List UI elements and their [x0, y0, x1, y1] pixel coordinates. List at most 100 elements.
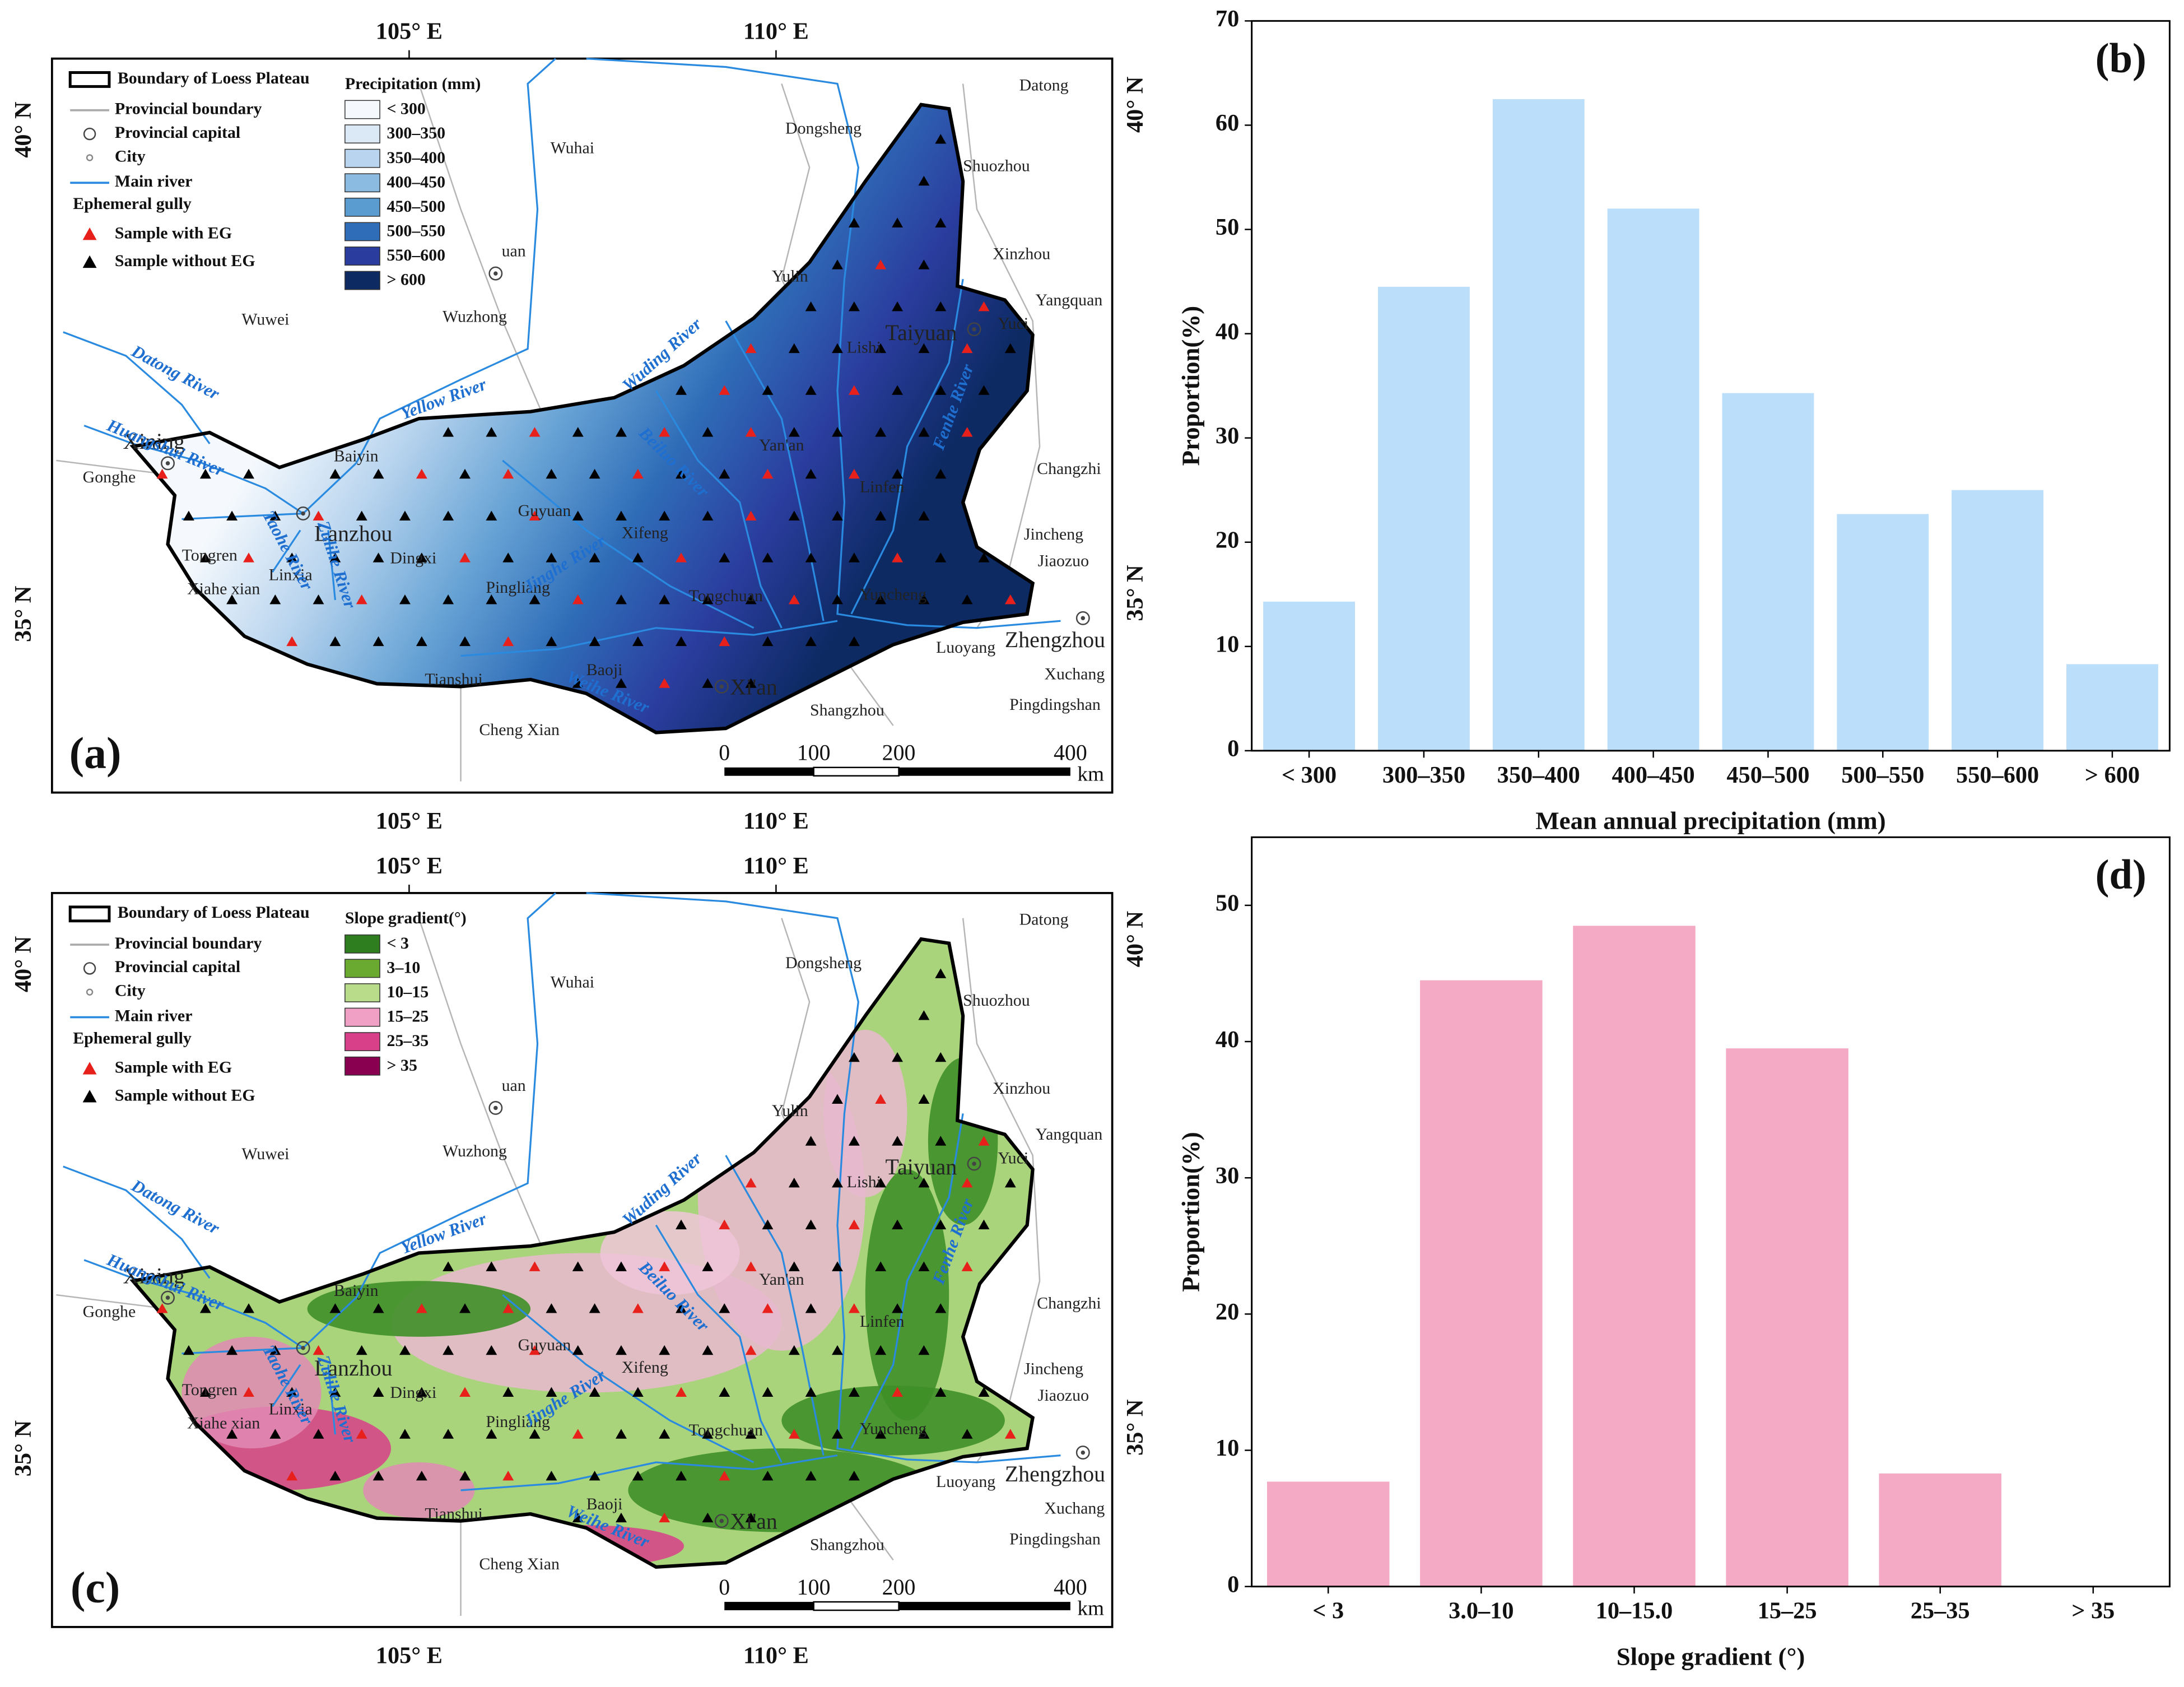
city-label: Xiahe xian — [187, 1414, 260, 1433]
scale-label: 0 — [719, 1574, 730, 1600]
sample-site — [529, 1429, 541, 1439]
sample-site — [935, 552, 947, 563]
city-label: Luoyang — [936, 638, 995, 657]
plot-frame — [1251, 20, 2171, 752]
sample-site — [443, 427, 454, 437]
city-label: Yuncheng — [860, 1420, 927, 1438]
capital-dot — [719, 1518, 724, 1523]
city-label: Wuhai — [551, 138, 594, 157]
sample-site — [719, 552, 730, 563]
legend-label: Provincial boundary — [115, 100, 262, 118]
river — [271, 529, 301, 573]
sample-site — [286, 552, 298, 563]
sample-site — [918, 259, 930, 269]
capital-symbol — [488, 266, 503, 281]
legend-swatch — [344, 1032, 380, 1052]
capital-dot — [972, 1161, 976, 1166]
city-label: Gonghe — [83, 1302, 136, 1321]
sample-site — [832, 510, 843, 520]
sample-site — [329, 552, 341, 563]
sample-site — [269, 510, 281, 520]
sample-site — [529, 594, 541, 605]
sample-site — [243, 1387, 254, 1397]
sample-site — [762, 1303, 774, 1313]
city-label: Yangquan — [1036, 291, 1103, 309]
lat-label: 40° N — [10, 936, 36, 992]
sample-site — [719, 1470, 730, 1481]
sample-site — [805, 1219, 817, 1230]
city-label: Tongren — [182, 1381, 238, 1399]
capital-dot — [972, 327, 976, 332]
sample-site — [546, 552, 557, 563]
city-label: Lanzhou — [314, 520, 392, 546]
sample-site — [443, 594, 454, 605]
sample-site — [486, 1429, 497, 1439]
legend-label: > 600 — [387, 271, 426, 289]
capital-symbol — [488, 1100, 503, 1115]
plot-frame — [1251, 836, 2171, 1588]
sample-site — [848, 1052, 860, 1062]
sample-site — [1004, 1429, 1016, 1439]
river — [83, 425, 304, 514]
city-label: Guyuan — [518, 1336, 571, 1354]
sample-site — [762, 1387, 774, 1397]
capital-symbol — [967, 322, 981, 337]
city-label: Baoji — [586, 1495, 623, 1513]
legend-swatch — [344, 197, 380, 217]
sample-site — [356, 1345, 367, 1355]
river — [850, 1113, 964, 1449]
city-label: Shuozhou — [963, 991, 1030, 1010]
river — [502, 1294, 755, 1463]
y-tick-label: 50 — [1216, 214, 1239, 240]
river — [181, 58, 556, 520]
legend-swatch — [344, 148, 380, 168]
city-label: Yuci — [998, 1149, 1028, 1167]
capital-dot — [1081, 1450, 1086, 1455]
scale-label: 100 — [797, 1574, 831, 1600]
sample-site — [546, 1387, 557, 1397]
sample-site — [918, 1429, 930, 1439]
sample-site — [848, 1303, 860, 1313]
sample-site — [329, 1470, 341, 1481]
city-label: Jiaozuo — [1038, 552, 1089, 570]
bar — [1726, 1048, 1848, 1587]
legend-swatch — [344, 1056, 380, 1076]
sample-site — [459, 468, 471, 479]
city-label: Pingliang — [486, 1412, 550, 1431]
capital-dot — [1081, 616, 1086, 621]
capital-symbol — [296, 1341, 310, 1355]
sample-site — [269, 1345, 281, 1355]
sample-site — [269, 1429, 281, 1439]
city-label: Xiahe xian — [187, 579, 260, 598]
sample-site — [156, 468, 168, 479]
city-label: Yuci — [998, 314, 1028, 333]
lat-label: 35° N — [10, 585, 36, 642]
legend-label: 300–350 — [387, 124, 446, 142]
sample-site — [848, 1470, 860, 1481]
legend-label: Sample with EG — [115, 1058, 232, 1077]
legend-symbol — [82, 1090, 97, 1103]
city-label: Xi'an — [730, 1509, 777, 1534]
y-tick-label: 0 — [1227, 736, 1239, 762]
sample-site — [788, 427, 800, 437]
sample-site — [486, 1345, 497, 1355]
sample-site — [745, 427, 757, 437]
bar — [1952, 490, 2044, 751]
scale-label: 400 — [1054, 1574, 1087, 1600]
sample-site — [762, 552, 774, 563]
capital-dot — [301, 511, 305, 516]
legend-swatch — [344, 222, 380, 241]
sample-site — [659, 1261, 670, 1271]
city-label: Baiyin — [334, 1281, 379, 1300]
sample-site — [615, 1261, 627, 1271]
sample-site — [572, 510, 584, 520]
sample-site — [416, 1470, 427, 1481]
sample-site — [226, 594, 238, 605]
sample-site — [918, 594, 930, 605]
sample-site — [918, 1177, 930, 1188]
sample-site — [875, 1429, 887, 1439]
sample-site — [805, 636, 817, 647]
sample-site — [459, 1387, 471, 1397]
legend-symbol — [82, 1062, 97, 1075]
city-label: Linxia — [269, 565, 313, 584]
